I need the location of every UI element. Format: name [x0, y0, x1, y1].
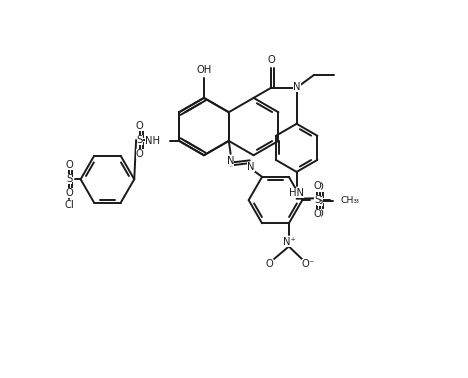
Text: OH: OH: [196, 65, 212, 75]
Text: NH: NH: [145, 136, 160, 146]
Text: O⁻: O⁻: [302, 259, 315, 268]
Text: N: N: [247, 162, 255, 172]
Text: Cl: Cl: [64, 200, 74, 210]
Text: O: O: [316, 209, 323, 220]
Text: O: O: [136, 149, 144, 159]
Text: O: O: [313, 181, 321, 191]
Text: O: O: [267, 55, 275, 65]
Text: N: N: [293, 82, 301, 92]
Text: O: O: [266, 259, 273, 268]
Text: O: O: [65, 188, 73, 198]
Text: N⁺: N⁺: [283, 237, 295, 247]
Text: O: O: [313, 209, 321, 219]
Text: S: S: [66, 174, 72, 184]
Text: S: S: [317, 195, 323, 206]
Text: O: O: [65, 160, 73, 170]
Text: HN: HN: [289, 188, 304, 198]
Text: O: O: [136, 121, 144, 131]
Text: N: N: [227, 156, 234, 166]
Text: S: S: [137, 135, 143, 145]
Text: CH₃: CH₃: [340, 195, 357, 204]
Text: S: S: [314, 195, 320, 205]
Text: O: O: [316, 182, 323, 192]
Text: CH₃: CH₃: [343, 196, 360, 205]
